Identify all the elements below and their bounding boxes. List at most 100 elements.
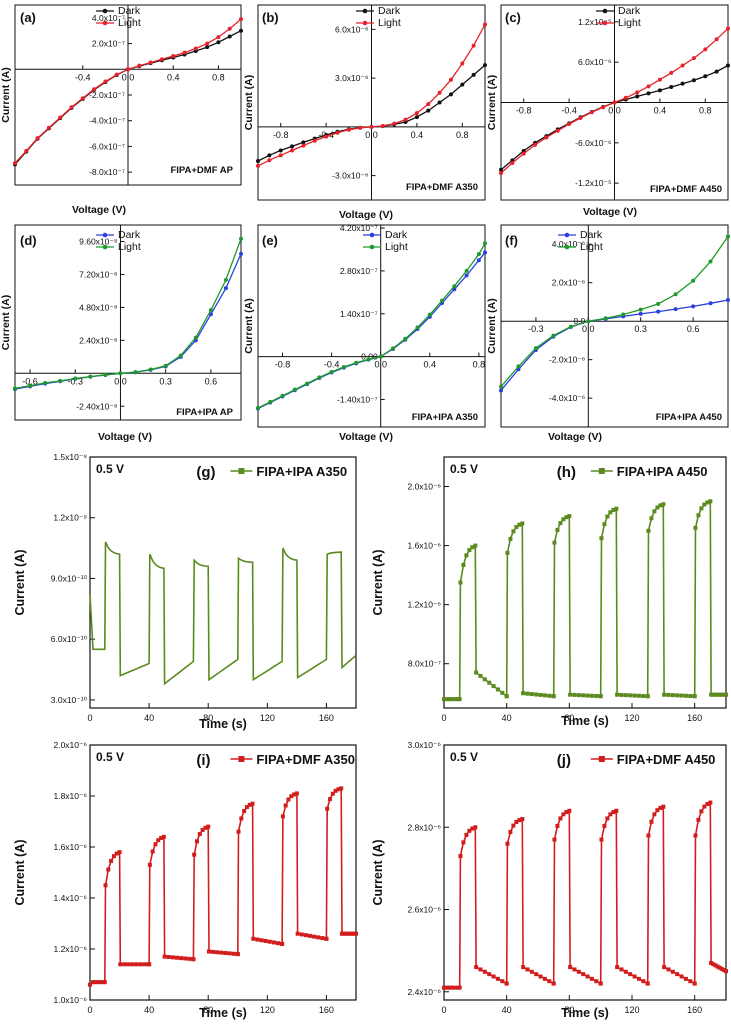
data-point [491, 974, 496, 979]
panel-label: (j) [557, 752, 571, 769]
data-point-light [216, 35, 221, 40]
data-point [473, 543, 478, 548]
data-point-light [280, 393, 285, 398]
data-point-light [414, 111, 419, 116]
data-point [552, 540, 557, 545]
data-point [711, 962, 716, 967]
data-point [470, 545, 475, 550]
series-line-dark [14, 253, 242, 390]
y-tick-label: -1.40x10⁻⁷ [337, 394, 378, 404]
data-point-dark [267, 153, 272, 158]
x-tick-label: 40 [144, 713, 154, 723]
data-point-dark [460, 82, 465, 87]
x-tick-label: -0.8 [275, 360, 291, 370]
data-point [109, 858, 114, 863]
data-point-light [691, 278, 696, 283]
data-point [187, 956, 192, 961]
y-tick-label: 1.2x10⁻⁶ [53, 944, 87, 954]
data-point-light [638, 307, 643, 312]
data-point [339, 786, 344, 791]
series-line-light [257, 243, 486, 409]
chart-panel-f: -0.3 0.0 0.3 0.6 4.0x10⁻⁶ 2.0x10⁻⁶ 0.0 -2.0x10⁻… [486, 224, 730, 443]
legend-marker-dark [602, 8, 608, 14]
data-point [713, 692, 718, 697]
data-point-dark [448, 92, 453, 97]
data-point [236, 829, 241, 834]
x-tick-label: 0.0 [582, 324, 595, 334]
y-tick-label: 2.4x10⁻⁶ [407, 987, 441, 997]
chart-panel-a: -0.4 0.0 0.4 0.8 4.0x10⁻⁷ 2.0x10⁻⁷ -2.0x10⁻⁷ -4… [0, 4, 243, 216]
sample-label: FIPA+DMF A450 [650, 184, 722, 195]
data-point-light [329, 369, 334, 374]
x-tick-label: 0 [87, 713, 92, 723]
y-tick-label: 2.0x10⁻⁷ [92, 39, 125, 49]
data-point [333, 788, 338, 793]
x-tick-label: 0.4 [654, 106, 667, 116]
data-point-dark [426, 108, 431, 113]
data-point [702, 804, 707, 809]
data-point [623, 969, 628, 974]
data-point [478, 967, 483, 972]
data-point [594, 693, 599, 698]
x-axis-label: Voltage (V) [72, 204, 126, 216]
y-tick-label: 2.8x10⁻⁶ [407, 822, 441, 832]
data-point [111, 854, 116, 859]
data-point [611, 507, 616, 512]
data-point [495, 976, 500, 981]
data-point [504, 694, 509, 699]
data-point [231, 951, 236, 956]
data-point-dark [656, 309, 661, 314]
data-point [474, 965, 479, 970]
sample-label: FIPA+DMF AP [170, 165, 233, 176]
data-point [662, 692, 667, 697]
data-point-light [58, 378, 63, 383]
data-point [500, 979, 505, 984]
data-point [327, 797, 332, 802]
data-point [658, 503, 663, 508]
y-axis-label: Current (A) [486, 75, 498, 130]
series-line-dark [500, 299, 729, 391]
data-point [470, 826, 475, 831]
y-tick-label: 4.80x10⁻⁸ [79, 302, 118, 312]
data-point [628, 693, 633, 698]
data-point-dark [290, 144, 295, 149]
data-point [150, 849, 155, 854]
data-point-light [426, 102, 431, 107]
data-point-light [578, 115, 583, 120]
data-point [255, 937, 260, 942]
data-point [147, 862, 152, 867]
data-point [505, 550, 510, 555]
data-point [585, 693, 590, 698]
data-point [473, 825, 478, 830]
data-point [598, 694, 603, 699]
data-point [263, 938, 268, 943]
x-tick-label: 40 [502, 1005, 512, 1015]
data-point-light [603, 316, 608, 321]
x-tick-label: 80 [203, 713, 213, 723]
data-point-light [58, 115, 63, 120]
data-point-dark [726, 298, 730, 303]
data-point [547, 979, 552, 984]
y-tick-label: 6.0x10⁻⁶ [335, 24, 369, 34]
legend-entry-light: Light [618, 17, 641, 29]
data-point [343, 931, 348, 936]
plot-frame [443, 456, 727, 709]
plot-frame [89, 744, 357, 1001]
data-point [652, 812, 657, 817]
data-point [250, 801, 255, 806]
data-point [192, 852, 197, 857]
data-point [693, 833, 698, 838]
data-point [699, 809, 704, 814]
data-point [558, 521, 563, 526]
x-tick-label: 0 [441, 1005, 446, 1015]
data-point [505, 841, 510, 846]
data-point [203, 825, 208, 830]
legend-entry-dark: Dark [385, 229, 408, 241]
data-point [715, 964, 720, 969]
data-point [442, 697, 446, 702]
data-point-dark [646, 91, 651, 96]
data-point [705, 500, 710, 505]
data-point [649, 516, 654, 521]
data-point [724, 969, 728, 974]
